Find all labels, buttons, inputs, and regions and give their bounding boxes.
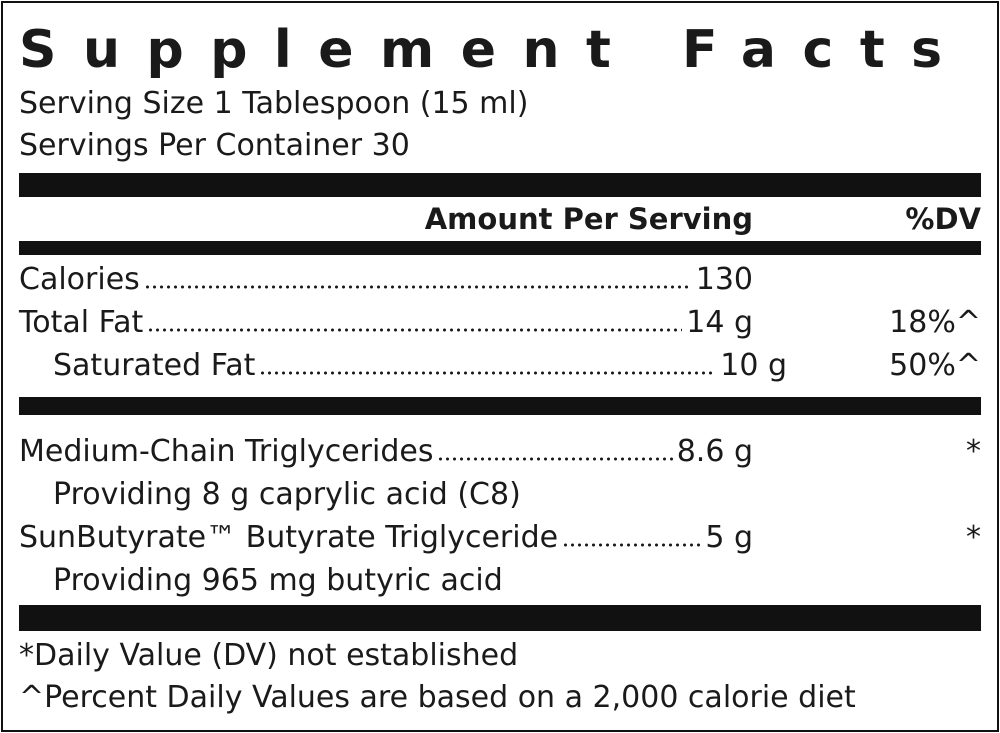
amount: 10 g [720, 348, 787, 383]
divider-bar [19, 605, 981, 631]
nutrient-row: Total Fat 14 g 18%^ [19, 301, 981, 344]
label-cell: Saturated Fat 10 g [19, 344, 787, 387]
servings-per-container: Servings Per Container 30 [19, 128, 410, 163]
amount: 14 g [686, 305, 753, 340]
daily-value: 50%^ [889, 348, 981, 383]
divider-bar [19, 397, 981, 415]
dot-leader [562, 543, 702, 547]
label-cell: Calories 130 [19, 258, 753, 301]
daily-value: * [966, 520, 981, 555]
dot-leader [259, 371, 717, 375]
nutrient-name: Saturated Fat [53, 348, 256, 383]
nutrient-row: Calories 130 [19, 258, 981, 301]
dot-leader [147, 328, 683, 332]
footnotes: *Daily Value (DV) not established ^Percen… [19, 635, 981, 719]
nutrient-row: Saturated Fat 10 g 50%^ [19, 344, 981, 387]
amount: 8.6 g [676, 434, 753, 469]
dot-leader [143, 285, 692, 289]
serving-size: Serving Size 1 Tablespoon (15 ml) [19, 86, 529, 121]
footnote: *Daily Value (DV) not established [19, 638, 519, 673]
divider-bar [19, 241, 981, 255]
daily-value: 18%^ [889, 305, 981, 340]
ingredient-row: SunButyrate™ Butyrate Triglyceride 5 g * [19, 516, 981, 559]
ingredient-list: Medium-Chain Triglycerides 8.6 g * Providin… [19, 430, 981, 602]
footnote: ^Percent Daily Values are based on a 2,0… [19, 680, 856, 715]
divider-bar [19, 173, 981, 197]
amount-header: Amount Per Serving [424, 202, 753, 236]
dv-header: %DV [905, 202, 981, 236]
ingredient-note: Providing 965 mg butyric acid [53, 563, 503, 598]
amount: 130 [695, 262, 753, 297]
nutrient-name: SunButyrate™ Butyrate Triglyceride [19, 520, 559, 555]
ingredient-row: Medium-Chain Triglycerides 8.6 g * [19, 430, 981, 473]
daily-value: * [966, 434, 981, 469]
label-cell: Medium-Chain Triglycerides 8.6 g [19, 430, 753, 473]
nutrient-name: Total Fat [19, 305, 144, 340]
amount: 5 g [705, 520, 753, 555]
label-cell: Total Fat 14 g [19, 301, 753, 344]
nutrient-name: Medium-Chain Triglycerides [19, 434, 434, 469]
ingredient-note: Providing 8 g caprylic acid (C8) [53, 477, 521, 512]
header-row: Amount Per Serving %DV [19, 198, 981, 241]
label-cell: SunButyrate™ Butyrate Triglyceride 5 g [19, 516, 753, 559]
nutrient-name: Calories [19, 262, 140, 297]
title: Supplement Facts [19, 20, 969, 80]
dot-leader [437, 457, 673, 461]
nutrient-list: Calories 130 Total Fat 14 g 18%^ Saturated Fa… [19, 258, 981, 387]
